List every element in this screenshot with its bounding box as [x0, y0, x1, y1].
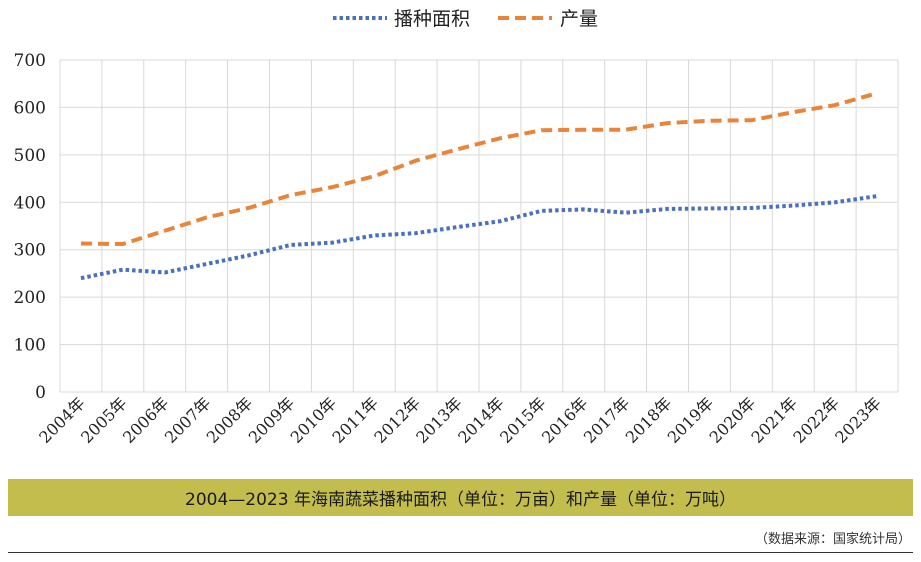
data-point-1	[498, 136, 502, 140]
x-tick-label: 2008年	[203, 393, 257, 447]
x-tick-label: 2005年	[77, 393, 131, 447]
data-point-0	[749, 206, 753, 210]
x-tick-label: 2019年	[664, 393, 718, 447]
data-point-0	[372, 233, 376, 237]
figure-caption-band: 2004—2023 年海南蔬菜播种面积（单位：万亩）和产量（单位：万吨）	[8, 479, 913, 516]
data-point-1	[875, 91, 879, 95]
legend-label-1: 产量	[560, 8, 598, 30]
data-point-1	[833, 103, 837, 107]
y-tick-label: 200	[14, 288, 46, 308]
data-point-0	[707, 206, 711, 210]
x-tick-label: 2021年	[748, 393, 802, 447]
x-tick-label: 2010年	[287, 393, 341, 447]
x-tick-label: 2014年	[454, 393, 508, 447]
data-point-1	[372, 174, 376, 178]
data-point-1	[749, 118, 753, 122]
data-point-1	[540, 128, 544, 132]
grid	[59, 59, 899, 393]
y-tick-label: 100	[14, 336, 46, 356]
x-tick-label: 2006年	[119, 393, 173, 447]
line-chart: 0 100 200 300 400 500 600 700 2004年2005年2006年20…	[14, 8, 899, 447]
x-tick-label: 2022年	[789, 393, 843, 447]
x-tick-label: 2015年	[496, 393, 550, 447]
data-point-1	[247, 206, 251, 210]
x-tick-label: 2016年	[538, 393, 592, 447]
data-point-0	[833, 200, 837, 204]
data-point-1	[666, 121, 670, 125]
data-point-0	[540, 209, 544, 213]
y-tick-label: 400	[14, 193, 46, 213]
data-point-1	[121, 242, 125, 246]
x-tick-label: 2018年	[622, 393, 676, 447]
series-line-1	[80, 91, 878, 247]
y-axis: 0 100 200 300 400 500 600 700	[14, 51, 46, 403]
data-point-0	[414, 231, 418, 235]
x-tick-label: 2017年	[580, 393, 634, 447]
x-tick-label: 2009年	[245, 393, 299, 447]
data-point-0	[288, 243, 292, 247]
x-axis: 2004年2005年2006年2007年2008年2009年2010年2011年…	[35, 393, 885, 447]
data-point-1	[163, 229, 167, 233]
data-point-0	[582, 207, 586, 211]
bottom-rule	[8, 552, 913, 553]
data-point-1	[624, 128, 628, 132]
data-point-1	[79, 242, 83, 246]
data-point-1	[330, 185, 334, 189]
data-point-0	[163, 270, 167, 274]
y-tick-label: 300	[14, 241, 46, 261]
data-point-0	[875, 194, 879, 198]
data-point-1	[205, 215, 209, 219]
y-tick-label: 500	[14, 146, 46, 166]
x-tick-label: 2007年	[161, 393, 215, 447]
y-tick-label: 700	[14, 51, 46, 71]
data-point-0	[456, 225, 460, 229]
y-tick-label: 0	[35, 383, 46, 403]
data-point-1	[414, 159, 418, 163]
legend-label-0: 播种面积	[394, 8, 470, 30]
data-point-0	[791, 204, 795, 208]
data-point-0	[666, 207, 670, 211]
data-point-1	[582, 128, 586, 132]
data-source-note: （数据来源：国家统计局）	[754, 532, 911, 547]
data-point-0	[330, 241, 334, 245]
data-point-1	[791, 110, 795, 114]
x-tick-label: 2023年	[831, 393, 885, 447]
x-tick-label: 2020年	[706, 393, 760, 447]
data-point-0	[624, 211, 628, 215]
figure-caption: 2004—2023 年海南蔬菜播种面积（单位：万亩）和产量（单位：万吨）	[185, 490, 736, 510]
data-point-1	[456, 147, 460, 151]
x-tick-label: 2013年	[412, 393, 466, 447]
y-tick-label: 600	[14, 98, 46, 118]
legend: 播种面积 产量	[333, 8, 598, 30]
data-point-0	[205, 262, 209, 266]
data-point-1	[707, 119, 711, 123]
data-point-1	[288, 193, 292, 197]
data-point-0	[79, 276, 83, 280]
series	[79, 91, 879, 281]
data-point-0	[498, 219, 502, 223]
data-point-0	[247, 253, 251, 257]
x-tick-label: 2012年	[370, 393, 424, 447]
data-point-0	[121, 268, 125, 272]
series-line-0	[80, 194, 878, 281]
x-tick-label: 2011年	[329, 393, 383, 447]
